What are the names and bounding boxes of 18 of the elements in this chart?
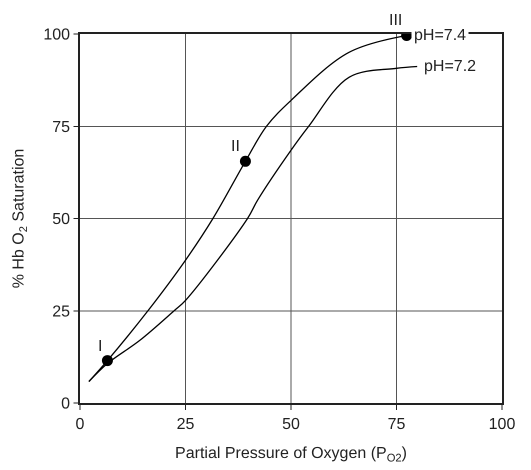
- annotation: III: [389, 12, 402, 29]
- annotation: I: [98, 338, 102, 355]
- y-tick-label: 100: [43, 26, 70, 44]
- series-label: pH=7.2: [424, 58, 476, 75]
- x-tick-label: 75: [388, 416, 406, 433]
- series-label: pH=7.4: [414, 27, 466, 44]
- y-tick-label: 25: [52, 303, 70, 320]
- x-tick-label: 50: [282, 416, 300, 433]
- x-tick-label: 25: [176, 416, 194, 433]
- point: [240, 156, 251, 167]
- x-tick-label: 0: [76, 416, 85, 433]
- annotation: II: [231, 138, 240, 155]
- y-tick-label: 50: [52, 211, 70, 228]
- x-axis-title: Partial Pressure of Oxygen (P$_{O2}$): [175, 445, 407, 465]
- x-tick-label: 100: [488, 416, 516, 433]
- y-tick-label: 0: [61, 396, 70, 413]
- point: [102, 355, 113, 366]
- y-tick-label: 75: [52, 118, 70, 136]
